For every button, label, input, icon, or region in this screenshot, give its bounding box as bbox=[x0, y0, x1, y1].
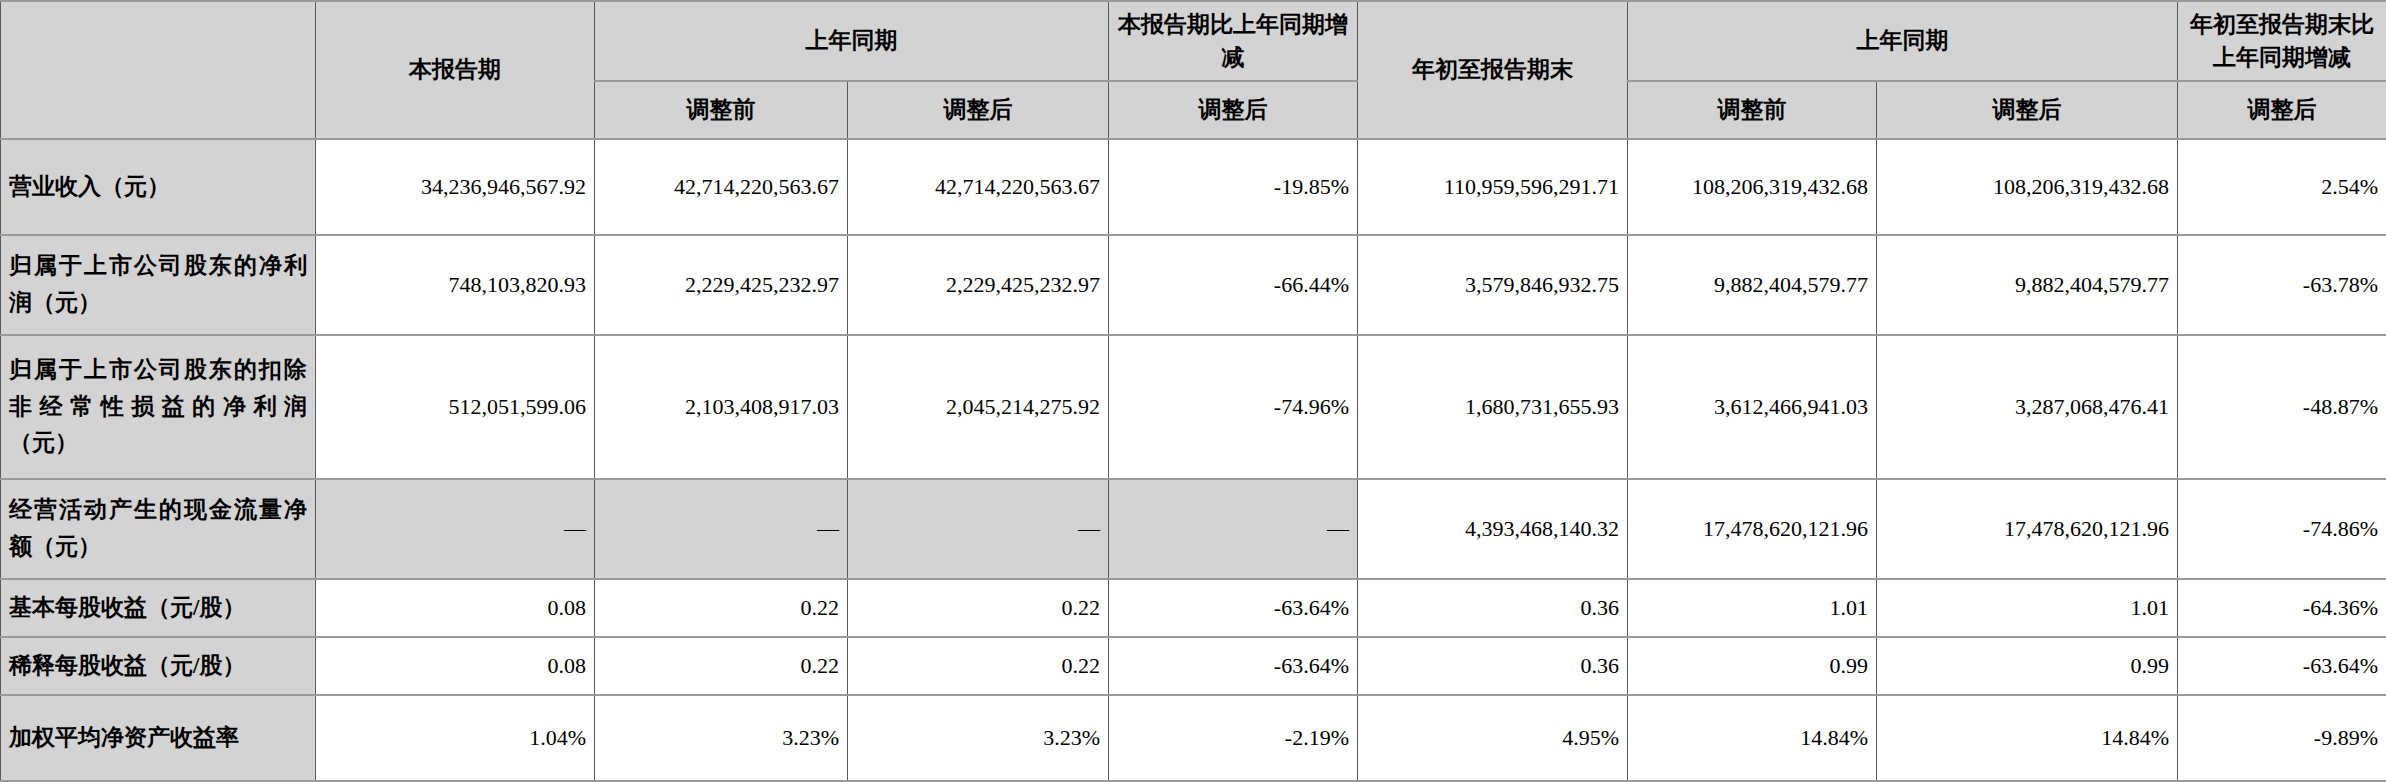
cell-ytd-change: -64.36% bbox=[2178, 579, 2386, 637]
header-row-primary: 本报告期 上年同期 本报告期比上年同期增减 年初至报告期末 上年同期 年初至报告… bbox=[1, 1, 2386, 81]
row-label: 稀释每股收益（元/股） bbox=[1, 637, 316, 695]
cell-current-period: 512,051,599.06 bbox=[316, 335, 595, 479]
cell-ytd-prior-before: 9,882,404,579.77 bbox=[1628, 235, 1877, 335]
cell-prior-before: 2,103,408,917.03 bbox=[595, 335, 848, 479]
row-label: 归属于上市公司股东的扣除非经常性损益的净利润（元） bbox=[1, 335, 316, 479]
cell-ytd-change: -63.78% bbox=[2178, 235, 2386, 335]
corner-cell bbox=[1, 1, 316, 139]
cell-ytd-prior-after: 3,287,068,476.41 bbox=[1877, 335, 2178, 479]
row-label: 营业收入（元） bbox=[1, 139, 316, 235]
cell-ytd-prior-after: 9,882,404,579.77 bbox=[1877, 235, 2178, 335]
cell-prior-before: 42,714,220,563.67 bbox=[595, 139, 848, 235]
row-label: 经营活动产生的现金流量净额（元） bbox=[1, 479, 316, 579]
cell-prior-after: 3.23% bbox=[848, 695, 1109, 781]
cell-current-period: — bbox=[316, 479, 595, 579]
cell-period-change: — bbox=[1109, 479, 1358, 579]
cell-prior-after: 42,714,220,563.67 bbox=[848, 139, 1109, 235]
cell-prior-after: — bbox=[848, 479, 1109, 579]
cell-ytd-prior-before: 0.99 bbox=[1628, 637, 1877, 695]
cell-ytd-change: -48.87% bbox=[2178, 335, 2386, 479]
cell-ytd-prior-after: 17,478,620,121.96 bbox=[1877, 479, 2178, 579]
subheader-change-after-adjustment: 调整后 bbox=[1109, 81, 1358, 139]
cell-ytd: 0.36 bbox=[1358, 579, 1628, 637]
cell-ytd: 4,393,468,140.32 bbox=[1358, 479, 1628, 579]
cell-period-change: -2.19% bbox=[1109, 695, 1358, 781]
cell-prior-before: 2,229,425,232.97 bbox=[595, 235, 848, 335]
cell-prior-after: 0.22 bbox=[848, 579, 1109, 637]
header-current-period: 本报告期 bbox=[316, 1, 595, 139]
table-row-operating-cash-flow: 经营活动产生的现金流量净额（元） — — — — 4,393,468,140.3… bbox=[1, 479, 2386, 579]
cell-prior-before: — bbox=[595, 479, 848, 579]
table-row-basic-eps: 基本每股收益（元/股） 0.08 0.22 0.22 -63.64% 0.36 … bbox=[1, 579, 2386, 637]
cell-ytd: 1,680,731,655.93 bbox=[1358, 335, 1628, 479]
cell-ytd-prior-before: 1.01 bbox=[1628, 579, 1877, 637]
row-label: 加权平均净资产收益率 bbox=[1, 695, 316, 781]
table-row-weighted-avg-roe: 加权平均净资产收益率 1.04% 3.23% 3.23% -2.19% 4.95… bbox=[1, 695, 2386, 781]
row-label: 归属于上市公司股东的净利润（元） bbox=[1, 235, 316, 335]
cell-period-change: -63.64% bbox=[1109, 637, 1358, 695]
table-row-net-profit-excl-nonrecurring: 归属于上市公司股东的扣除非经常性损益的净利润（元） 512,051,599.06… bbox=[1, 335, 2386, 479]
cell-prior-before: 0.22 bbox=[595, 637, 848, 695]
cell-period-change: -66.44% bbox=[1109, 235, 1358, 335]
subheader-ytd-before-adjustment: 调整前 bbox=[1628, 81, 1877, 139]
cell-period-change: -19.85% bbox=[1109, 139, 1358, 235]
header-period-change: 本报告期比上年同期增减 bbox=[1109, 1, 1358, 81]
cell-ytd-prior-before: 3,612,466,941.03 bbox=[1628, 335, 1877, 479]
subheader-after-adjustment: 调整后 bbox=[848, 81, 1109, 139]
cell-current-period: 748,103,820.93 bbox=[316, 235, 595, 335]
cell-ytd-prior-before: 108,206,319,432.68 bbox=[1628, 139, 1877, 235]
cell-ytd-prior-after: 108,206,319,432.68 bbox=[1877, 139, 2178, 235]
cell-prior-after: 0.22 bbox=[848, 637, 1109, 695]
cell-ytd-prior-after: 14.84% bbox=[1877, 695, 2178, 781]
cell-ytd-change: -9.89% bbox=[2178, 695, 2386, 781]
subheader-ytd-after-adjustment: 调整后 bbox=[1877, 81, 2178, 139]
financial-summary-table: 本报告期 上年同期 本报告期比上年同期增减 年初至报告期末 上年同期 年初至报告… bbox=[0, 0, 2386, 782]
cell-prior-before: 0.22 bbox=[595, 579, 848, 637]
cell-ytd-change: -63.64% bbox=[2178, 637, 2386, 695]
header-year-to-date: 年初至报告期末 bbox=[1358, 1, 1628, 139]
cell-ytd-change: 2.54% bbox=[2178, 139, 2386, 235]
cell-prior-after: 2,229,425,232.97 bbox=[848, 235, 1109, 335]
cell-prior-after: 2,045,214,275.92 bbox=[848, 335, 1109, 479]
table-row-diluted-eps: 稀释每股收益（元/股） 0.08 0.22 0.22 -63.64% 0.36 … bbox=[1, 637, 2386, 695]
cell-current-period: 34,236,946,567.92 bbox=[316, 139, 595, 235]
cell-current-period: 0.08 bbox=[316, 579, 595, 637]
table-row-operating-revenue: 营业收入（元） 34,236,946,567.92 42,714,220,563… bbox=[1, 139, 2386, 235]
header-prior-year-period: 上年同期 bbox=[595, 1, 1109, 81]
cell-period-change: -63.64% bbox=[1109, 579, 1358, 637]
cell-ytd: 110,959,596,291.71 bbox=[1358, 139, 1628, 235]
header-ytd-change: 年初至报告期末比上年同期增减 bbox=[2178, 1, 2386, 81]
cell-current-period: 0.08 bbox=[316, 637, 595, 695]
cell-ytd: 4.95% bbox=[1358, 695, 1628, 781]
row-label: 基本每股收益（元/股） bbox=[1, 579, 316, 637]
cell-ytd-prior-after: 1.01 bbox=[1877, 579, 2178, 637]
subheader-before-adjustment: 调整前 bbox=[595, 81, 848, 139]
cell-ytd: 3,579,846,932.75 bbox=[1358, 235, 1628, 335]
table-row-net-profit: 归属于上市公司股东的净利润（元） 748,103,820.93 2,229,42… bbox=[1, 235, 2386, 335]
header-prior-year-ytd: 上年同期 bbox=[1628, 1, 2178, 81]
subheader-ytd-change-after-adjustment: 调整后 bbox=[2178, 81, 2386, 139]
cell-current-period: 1.04% bbox=[316, 695, 595, 781]
cell-ytd-change: -74.86% bbox=[2178, 479, 2386, 579]
cell-ytd-prior-before: 17,478,620,121.96 bbox=[1628, 479, 1877, 579]
cell-ytd-prior-after: 0.99 bbox=[1877, 637, 2178, 695]
cell-ytd: 0.36 bbox=[1358, 637, 1628, 695]
cell-ytd-prior-before: 14.84% bbox=[1628, 695, 1877, 781]
cell-period-change: -74.96% bbox=[1109, 335, 1358, 479]
report-table-region: 本报告期 上年同期 本报告期比上年同期增减 年初至报告期末 上年同期 年初至报告… bbox=[0, 0, 2386, 782]
cell-prior-before: 3.23% bbox=[595, 695, 848, 781]
